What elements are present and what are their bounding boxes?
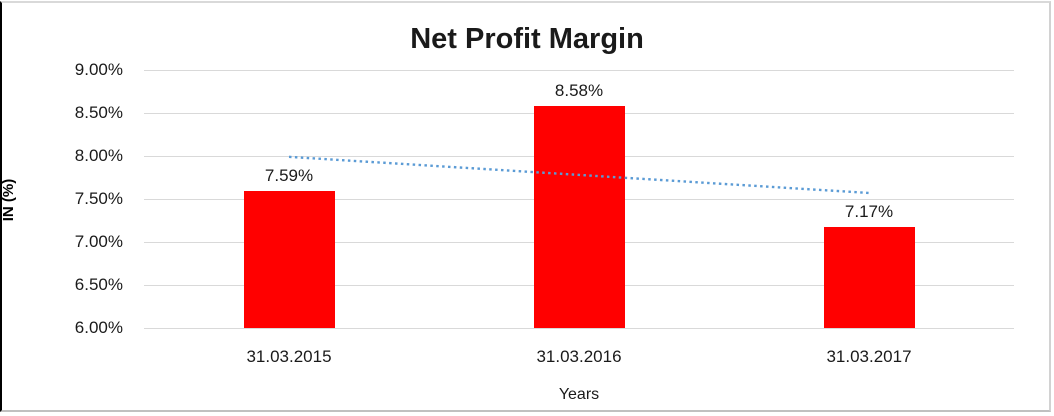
- y-tick-label: 6.00%: [74, 318, 123, 337]
- gridline: [144, 70, 1014, 71]
- y-tick-label: 7.00%: [74, 232, 123, 251]
- bar-data-label: 7.59%: [264, 166, 314, 186]
- y-axis-title: IN (%): [0, 178, 17, 222]
- chart-title: Net Profit Margin: [410, 23, 644, 55]
- plot-area: [144, 70, 1014, 329]
- x-axis-title: Years: [558, 386, 600, 403]
- x-tick-label: 31.03.2017: [826, 347, 912, 366]
- bar-data-label: 8.58%: [554, 81, 604, 101]
- bar: [533, 106, 625, 328]
- bar: [823, 227, 915, 328]
- bar: [243, 191, 335, 328]
- y-tick-label: 9.00%: [74, 60, 123, 79]
- y-tick-label: 6.50%: [74, 275, 123, 294]
- gridline: [144, 328, 1014, 329]
- bars-layer: [144, 70, 1014, 328]
- bar-data-label: 7.17%: [844, 202, 894, 222]
- y-tick-label: 7.50%: [74, 189, 123, 208]
- y-tick-label: 8.50%: [74, 103, 123, 122]
- x-tick-label: 31.03.2016: [536, 347, 622, 366]
- y-tick-label: 8.00%: [74, 146, 123, 165]
- x-tick-label: 31.03.2015: [246, 347, 332, 366]
